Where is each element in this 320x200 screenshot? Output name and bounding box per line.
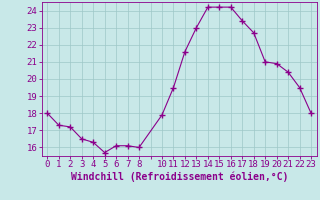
X-axis label: Windchill (Refroidissement éolien,°C): Windchill (Refroidissement éolien,°C): [70, 172, 288, 182]
